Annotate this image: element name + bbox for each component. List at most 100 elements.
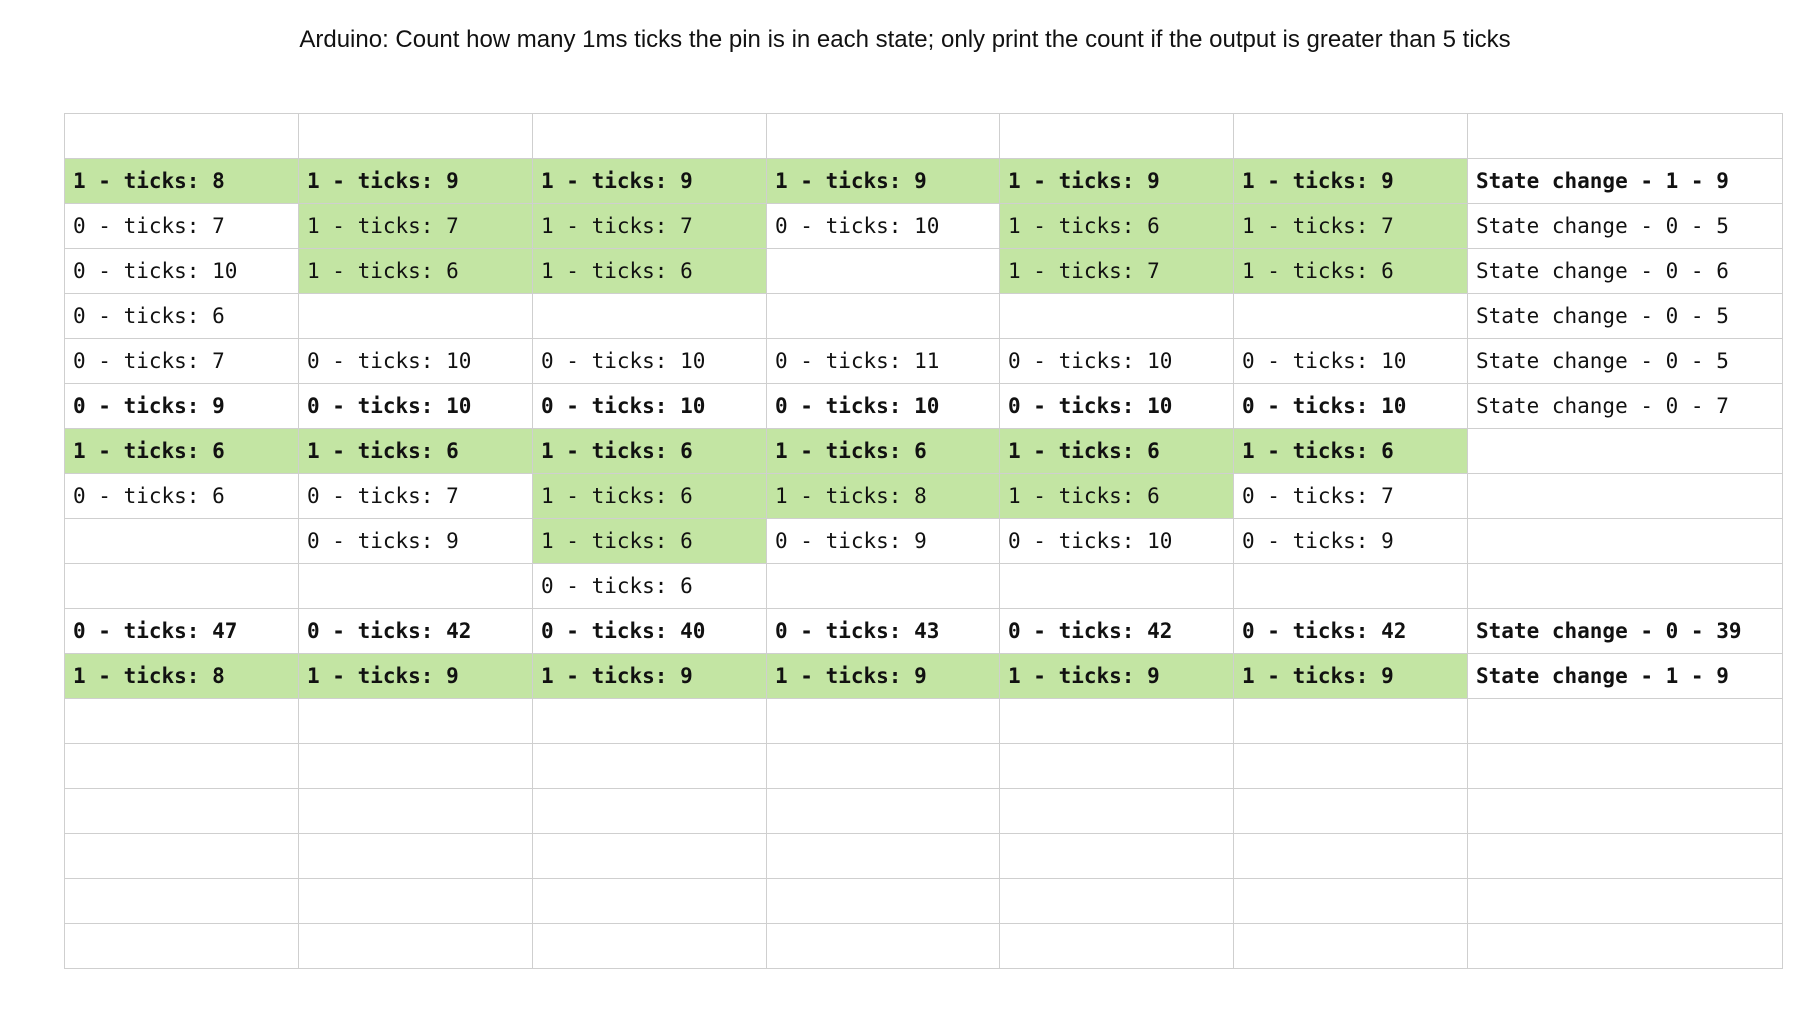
table-cell[interactable]	[532, 293, 767, 339]
table-cell[interactable]	[1467, 743, 1783, 789]
table-cell[interactable]: 0 - ticks: 10	[999, 338, 1234, 384]
table-cell[interactable]	[298, 698, 533, 744]
table-cell[interactable]	[999, 833, 1234, 879]
table-cell[interactable]: State change - 0 - 7	[1467, 383, 1783, 429]
table-cell[interactable]	[999, 698, 1234, 744]
table-cell[interactable]: 1 - ticks: 6	[1233, 428, 1468, 474]
table-cell[interactable]	[766, 788, 1000, 834]
table-cell[interactable]	[532, 923, 767, 969]
table-cell[interactable]: State change - 1 - 9	[1467, 653, 1783, 699]
table-cell[interactable]: State change - 0 - 5	[1467, 338, 1783, 384]
table-cell[interactable]: 0 - ticks: 10	[298, 383, 533, 429]
table-cell[interactable]: 0 - ticks: 47	[64, 608, 299, 654]
table-cell[interactable]	[1233, 563, 1468, 609]
table-cell[interactable]: State change - 1 - 9	[1467, 158, 1783, 204]
table-cell[interactable]: 1 - ticks: 9	[999, 158, 1234, 204]
table-cell[interactable]: 0 - ticks: 7	[298, 473, 533, 519]
table-cell[interactable]: 0 - ticks: 10	[298, 338, 533, 384]
table-cell[interactable]	[1467, 563, 1783, 609]
table-cell[interactable]: 0 - ticks: 42	[999, 608, 1234, 654]
table-cell[interactable]	[766, 563, 1000, 609]
table-cell[interactable]	[1233, 113, 1468, 159]
table-cell[interactable]	[532, 113, 767, 159]
table-cell[interactable]: 0 - ticks: 10	[766, 383, 1000, 429]
table-cell[interactable]: 0 - ticks: 9	[766, 518, 1000, 564]
table-cell[interactable]: 0 - ticks: 6	[532, 563, 767, 609]
table-cell[interactable]	[298, 563, 533, 609]
table-cell[interactable]: 0 - ticks: 9	[1233, 518, 1468, 564]
table-cell[interactable]	[766, 248, 1000, 294]
table-cell[interactable]: 1 - ticks: 8	[64, 158, 299, 204]
table-cell[interactable]	[999, 878, 1234, 924]
table-cell[interactable]: 1 - ticks: 8	[766, 473, 1000, 519]
table-cell[interactable]: 0 - ticks: 7	[64, 203, 299, 249]
table-cell[interactable]: State change - 0 - 6	[1467, 248, 1783, 294]
table-cell[interactable]	[298, 878, 533, 924]
table-cell[interactable]: 1 - ticks: 7	[298, 203, 533, 249]
table-cell[interactable]: 1 - ticks: 6	[999, 203, 1234, 249]
table-cell[interactable]: 0 - ticks: 9	[298, 518, 533, 564]
table-cell[interactable]	[1467, 923, 1783, 969]
table-cell[interactable]: 1 - ticks: 6	[999, 473, 1234, 519]
table-cell[interactable]	[298, 788, 533, 834]
table-cell[interactable]	[999, 293, 1234, 339]
table-cell[interactable]: 1 - ticks: 9	[298, 653, 533, 699]
table-cell[interactable]	[532, 788, 767, 834]
table-cell[interactable]	[1233, 743, 1468, 789]
table-cell[interactable]: 0 - ticks: 10	[766, 203, 1000, 249]
table-cell[interactable]	[1467, 878, 1783, 924]
table-cell[interactable]	[766, 293, 1000, 339]
table-cell[interactable]: 1 - ticks: 8	[64, 653, 299, 699]
table-cell[interactable]: 1 - ticks: 7	[999, 248, 1234, 294]
table-cell[interactable]: 1 - ticks: 6	[64, 428, 299, 474]
table-cell[interactable]	[532, 878, 767, 924]
table-cell[interactable]	[1467, 473, 1783, 519]
table-cell[interactable]	[532, 743, 767, 789]
table-cell[interactable]	[1467, 833, 1783, 879]
table-cell[interactable]	[766, 743, 1000, 789]
table-cell[interactable]	[64, 698, 299, 744]
table-cell[interactable]: 0 - ticks: 10	[64, 248, 299, 294]
table-cell[interactable]: 0 - ticks: 6	[64, 473, 299, 519]
table-cell[interactable]: 1 - ticks: 9	[1233, 158, 1468, 204]
table-cell[interactable]: 1 - ticks: 6	[999, 428, 1234, 474]
table-cell[interactable]	[64, 518, 299, 564]
table-cell[interactable]	[766, 113, 1000, 159]
table-cell[interactable]: 0 - ticks: 10	[999, 383, 1234, 429]
table-cell[interactable]: 0 - ticks: 42	[298, 608, 533, 654]
table-cell[interactable]: 1 - ticks: 6	[532, 248, 767, 294]
table-cell[interactable]: 0 - ticks: 10	[999, 518, 1234, 564]
table-cell[interactable]	[1467, 788, 1783, 834]
table-cell[interactable]: 1 - ticks: 6	[532, 428, 767, 474]
table-cell[interactable]	[1233, 788, 1468, 834]
table-cell[interactable]: 1 - ticks: 6	[766, 428, 1000, 474]
table-cell[interactable]: 0 - ticks: 10	[532, 338, 767, 384]
table-cell[interactable]	[1467, 113, 1783, 159]
table-cell[interactable]	[766, 878, 1000, 924]
table-cell[interactable]: 0 - ticks: 7	[64, 338, 299, 384]
table-cell[interactable]: 0 - ticks: 40	[532, 608, 767, 654]
table-cell[interactable]	[1233, 923, 1468, 969]
table-cell[interactable]	[766, 698, 1000, 744]
table-cell[interactable]: 1 - ticks: 9	[999, 653, 1234, 699]
table-cell[interactable]: 1 - ticks: 9	[766, 158, 1000, 204]
table-cell[interactable]: 0 - ticks: 7	[1233, 473, 1468, 519]
table-cell[interactable]: State change - 0 - 5	[1467, 203, 1783, 249]
table-cell[interactable]	[999, 563, 1234, 609]
table-cell[interactable]	[766, 923, 1000, 969]
table-cell[interactable]: 1 - ticks: 6	[1233, 248, 1468, 294]
table-cell[interactable]: 1 - ticks: 9	[532, 653, 767, 699]
table-cell[interactable]: 0 - ticks: 6	[64, 293, 299, 339]
table-cell[interactable]	[1233, 293, 1468, 339]
table-cell[interactable]: 0 - ticks: 11	[766, 338, 1000, 384]
table-cell[interactable]	[64, 113, 299, 159]
table-cell[interactable]	[999, 113, 1234, 159]
table-cell[interactable]	[1467, 428, 1783, 474]
table-cell[interactable]: 0 - ticks: 10	[1233, 338, 1468, 384]
table-cell[interactable]	[999, 788, 1234, 834]
table-cell[interactable]	[64, 788, 299, 834]
table-cell[interactable]	[64, 878, 299, 924]
table-cell[interactable]: 1 - ticks: 9	[298, 158, 533, 204]
table-cell[interactable]	[298, 923, 533, 969]
table-cell[interactable]: State change - 0 - 5	[1467, 293, 1783, 339]
